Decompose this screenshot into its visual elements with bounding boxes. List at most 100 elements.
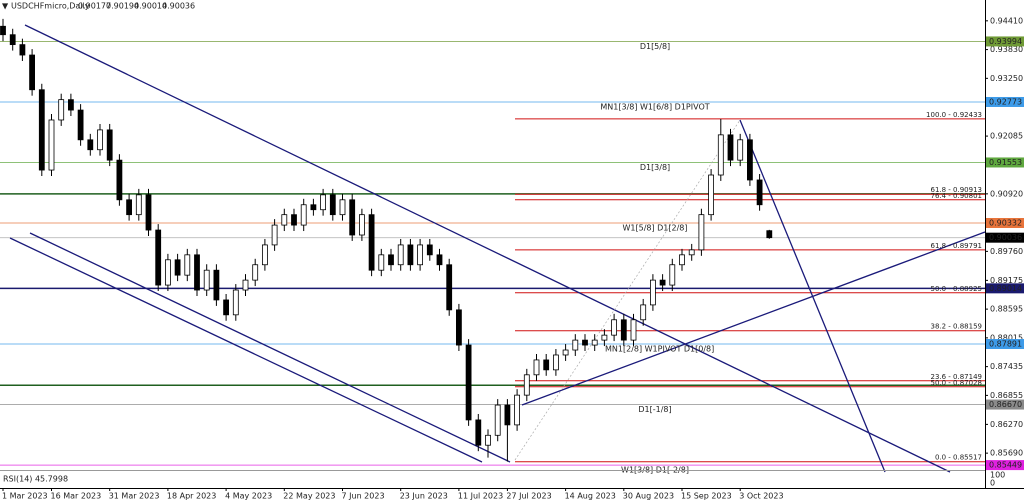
candle-body: [601, 334, 608, 341]
current-price-box: [986, 232, 1024, 243]
level-label: D1[5/8]: [640, 42, 670, 51]
rsi-tick-label: 100: [990, 471, 1005, 480]
fib-label: 50.0 - 0.87028: [930, 379, 982, 387]
candle-body: [407, 244, 414, 266]
candle-body: [174, 259, 181, 276]
candle-body: [194, 254, 200, 291]
candle-body: [116, 159, 123, 201]
candle-body: [135, 194, 142, 216]
candle-body: [766, 230, 773, 239]
candle-body: [378, 254, 385, 271]
candle-body: [417, 244, 424, 266]
y-tick-label: 0.93250: [990, 74, 1023, 83]
candle-body: [747, 139, 753, 181]
candle-body: [630, 319, 637, 341]
candle-body: [582, 339, 588, 346]
candle-body: [737, 139, 744, 161]
level-label: MN1[2/8] W1PIVOT D1[0/8]: [605, 345, 714, 354]
candle-body: [106, 129, 113, 161]
levels: [0, 40, 985, 466]
candle-body: [426, 244, 433, 256]
fib-label: 61.8 - 0.89791: [930, 242, 982, 250]
candle-body: [261, 244, 268, 266]
y-tick-label: 0.88015: [990, 333, 1023, 342]
price-box-label: 0.92773: [989, 97, 1022, 106]
candle-body: [68, 99, 74, 111]
price-box: [986, 283, 1024, 294]
candle-body: [203, 269, 210, 291]
rsi-title: RSI(14) 45.7998: [3, 475, 68, 484]
candles: [0, 18, 773, 462]
candle-body: [242, 279, 249, 291]
price-box-label: 0.85449: [989, 461, 1022, 470]
candle-body: [329, 194, 336, 216]
y-tick-label: 0.89760: [990, 247, 1023, 256]
ohlc-value: 0.90014: [134, 2, 167, 11]
fib-label: 61.8 - 0.90913: [930, 186, 982, 194]
candle-body: [397, 244, 404, 266]
y-tick-label: 0.87435: [990, 362, 1023, 371]
candle-body: [650, 279, 656, 306]
candle-body: [504, 404, 511, 426]
candle-body: [591, 339, 598, 346]
x-tick-label: 3 Oct 2023: [739, 492, 783, 501]
candle-body: [688, 249, 695, 256]
x-tick-label: 31 Mar 2023: [109, 492, 160, 501]
candle-body: [659, 279, 666, 286]
price-box: [986, 36, 1024, 47]
price-box: [986, 96, 1024, 107]
price-box-label: 0.87891: [989, 340, 1022, 349]
candle-body: [300, 204, 307, 226]
candle-body: [77, 109, 84, 141]
candle-body: [514, 394, 520, 426]
ohlc-value: 0.90036: [162, 2, 195, 11]
candle-body: [320, 194, 327, 211]
candle-body: [475, 419, 482, 446]
candle-body: [29, 54, 36, 91]
candle-body: [271, 224, 278, 246]
candle-body: [446, 264, 453, 311]
candle-body: [611, 319, 617, 336]
trend-line: [739, 119, 886, 473]
x-tick-label: 18 Apr 2023: [167, 492, 216, 501]
candle-body: [126, 199, 132, 216]
y-tick-label: 0.94410: [990, 16, 1023, 25]
x-tick-label: 14 Aug 2023: [565, 492, 616, 501]
candle-body: [436, 254, 443, 266]
trend-line: [9, 237, 483, 463]
candle-body: [155, 229, 162, 286]
candle-body: [223, 299, 230, 316]
x-tick-label: 23 Jun 2023: [400, 492, 448, 501]
x-tick-label: 30 Aug 2023: [623, 492, 674, 501]
price-box: [986, 399, 1024, 410]
candle-body: [164, 259, 171, 286]
candle-body: [485, 434, 491, 446]
level-label: D1[3/8]: [640, 163, 670, 172]
menu-icon[interactable]: ▼: [2, 2, 9, 11]
y-tick-label: 0.85690: [990, 449, 1023, 458]
candle-body: [232, 289, 239, 316]
candle-body: [310, 204, 317, 211]
trend-lines: [9, 24, 986, 473]
candle-body: [213, 269, 220, 301]
y-tick-label: 0.93830: [990, 45, 1023, 54]
candle-body: [640, 304, 647, 321]
level-label: D1[-1/8]: [638, 405, 671, 414]
price-box: [986, 218, 1024, 229]
candle-body: [679, 254, 685, 266]
candle-body: [145, 194, 152, 231]
candle-body: [669, 264, 676, 286]
candle-body: [455, 309, 462, 346]
y-tick-label: 0.90920: [990, 189, 1023, 198]
trend-line: [24, 24, 951, 473]
price-box-label: 0.91553: [989, 158, 1022, 167]
fib-label: 23.6 - 0.87149: [930, 373, 982, 381]
trend-line: [521, 231, 986, 406]
fib-label: 0.0 - 0.85517: [935, 454, 982, 462]
x-tick-label: 16 Mar 2023: [51, 492, 102, 501]
x-tick-label: 22 May 2023: [283, 492, 335, 501]
price-box-label: 0.93994: [989, 37, 1022, 46]
current-price-label: 0.90036: [989, 233, 1022, 242]
x-tick-label: 1 Mar 2023: [2, 492, 48, 501]
